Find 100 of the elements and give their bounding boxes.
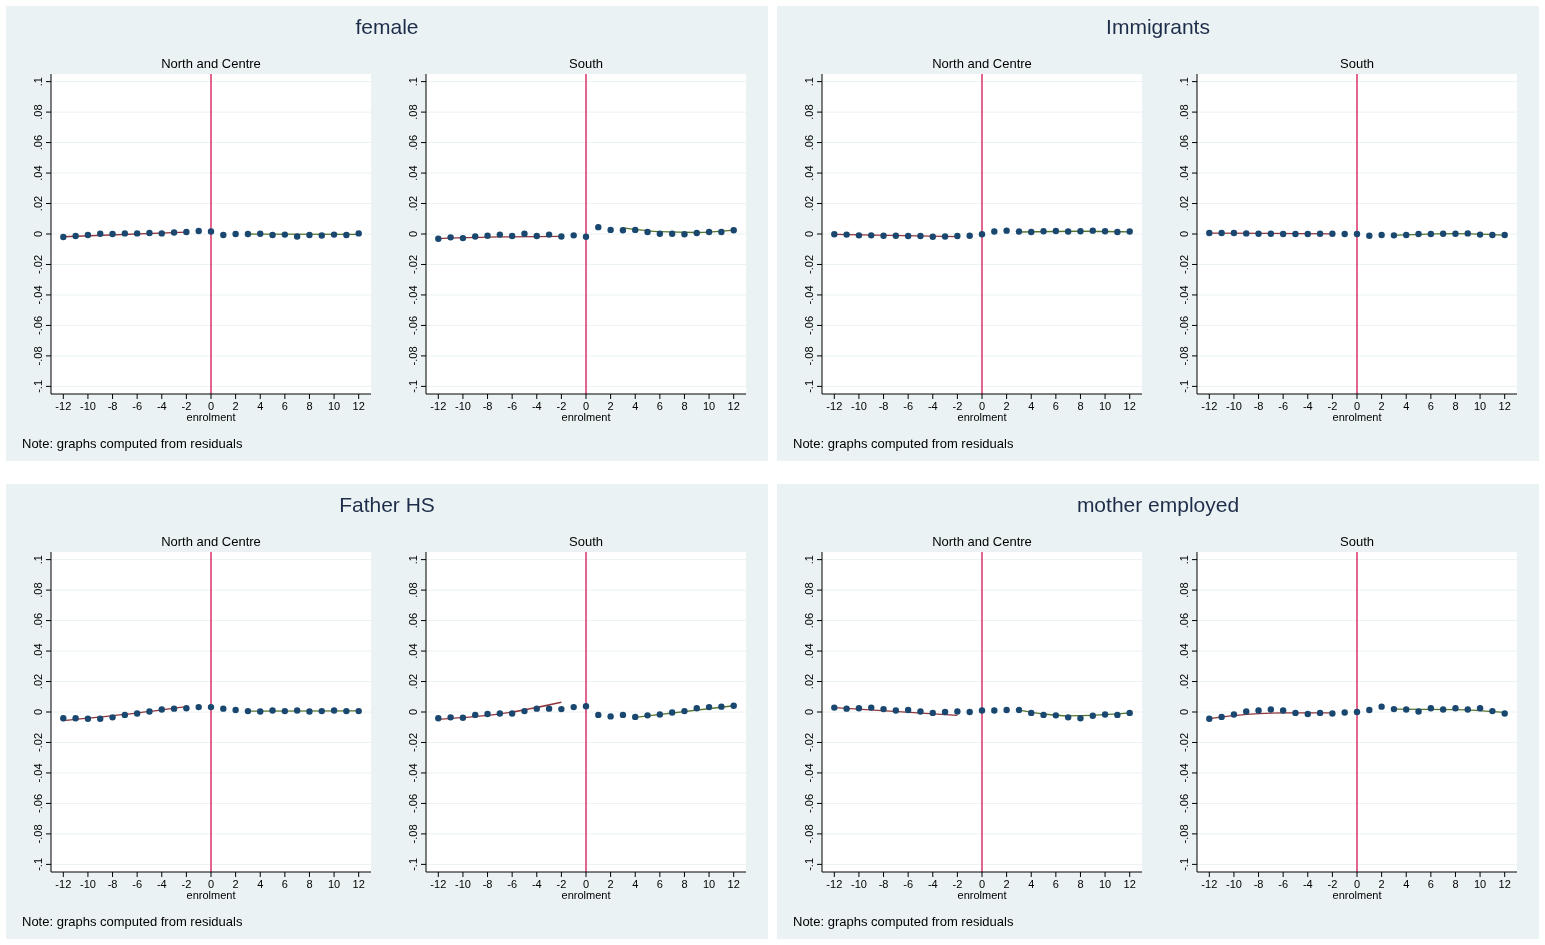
point xyxy=(1304,710,1311,718)
point xyxy=(632,713,639,721)
y-tick-label: -.08 xyxy=(32,346,44,366)
y-tick-label: -.04 xyxy=(1178,763,1190,783)
x-tick-label: -2 xyxy=(181,878,192,890)
point xyxy=(730,702,737,709)
x-tick-label: 0 xyxy=(582,400,590,412)
x-tick-label: -4 xyxy=(531,400,542,412)
x-tick-label: 6 xyxy=(1052,400,1059,412)
x-tick-label: 2 xyxy=(1003,400,1010,412)
point xyxy=(293,233,301,240)
y-tick-label: .1 xyxy=(407,77,419,87)
chart-subtitle: North and Centre xyxy=(932,56,1032,71)
point xyxy=(484,710,491,718)
x-tick-label: -2 xyxy=(952,400,963,412)
y-tick-label: .08 xyxy=(1178,582,1190,598)
x-tick-label: -4 xyxy=(156,400,167,412)
x-tick-label: -10 xyxy=(79,400,96,412)
point xyxy=(72,715,79,722)
point xyxy=(1052,227,1060,235)
point xyxy=(60,233,67,241)
point xyxy=(991,707,998,714)
point xyxy=(133,230,141,237)
point xyxy=(1230,711,1238,718)
x-tick-label: -8 xyxy=(1253,878,1264,890)
y-tick-label: -.06 xyxy=(32,793,44,813)
y-tick-label: .1 xyxy=(803,555,815,565)
point xyxy=(880,232,887,239)
point xyxy=(1243,708,1250,715)
point xyxy=(892,232,900,239)
chart-subtitle: South xyxy=(1340,534,1374,549)
point xyxy=(343,231,350,239)
y-tick-label: -.08 xyxy=(407,346,419,366)
x-axis-title: enrolment xyxy=(957,889,1007,901)
x-tick-label: -10 xyxy=(79,878,96,890)
y-tick-label: .02 xyxy=(32,195,44,212)
x-tick-label: -8 xyxy=(878,878,889,890)
point xyxy=(533,705,540,712)
y-tick-label: -.08 xyxy=(1178,824,1190,844)
y-tick-label: -.1 xyxy=(32,857,44,871)
point xyxy=(183,704,190,712)
point xyxy=(521,707,528,715)
point xyxy=(693,704,700,712)
point xyxy=(207,228,215,235)
point xyxy=(1003,706,1010,714)
point xyxy=(1052,712,1060,719)
y-tick-label: .1 xyxy=(32,555,44,565)
x-tick-label: -2 xyxy=(556,400,567,412)
point xyxy=(281,707,289,715)
chart-subtitle: North and Centre xyxy=(932,534,1032,549)
y-tick-label: .04 xyxy=(407,165,419,181)
point xyxy=(843,705,850,712)
point xyxy=(459,234,467,242)
y-tick-label: -.06 xyxy=(1178,793,1190,813)
point xyxy=(607,226,614,234)
point xyxy=(183,228,190,236)
x-axis-title: enrolment xyxy=(1332,889,1382,901)
y-tick-label: -.04 xyxy=(407,285,419,305)
x-tick-label: 4 xyxy=(1028,878,1035,890)
x-tick-label: 0 xyxy=(978,400,986,412)
point xyxy=(656,230,664,237)
point xyxy=(170,229,178,236)
point xyxy=(318,232,325,239)
y-tick-label: -.1 xyxy=(1178,857,1190,871)
y-tick-label: .08 xyxy=(803,582,815,598)
x-tick-label: 8 xyxy=(1452,400,1459,412)
chart-title: Immigrants xyxy=(1106,15,1210,38)
y-tick-label: -.02 xyxy=(407,732,419,752)
point xyxy=(941,708,949,716)
x-tick-label: -10 xyxy=(454,400,471,412)
y-tick-label: -.06 xyxy=(1178,315,1190,335)
y-tick-label: 0 xyxy=(1178,230,1190,238)
point xyxy=(1464,706,1471,713)
point xyxy=(558,233,565,240)
point xyxy=(1489,707,1496,715)
point xyxy=(1089,712,1096,720)
x-tick-label: 10 xyxy=(702,400,716,412)
point xyxy=(146,708,153,715)
point xyxy=(718,228,725,236)
point xyxy=(1279,707,1287,714)
point xyxy=(1077,228,1084,235)
y-tick-label: .08 xyxy=(803,104,815,120)
point xyxy=(355,707,362,715)
x-tick-label: -12 xyxy=(826,878,843,890)
y-tick-label: -.04 xyxy=(803,285,815,305)
point xyxy=(855,232,863,239)
y-tick-label: -.02 xyxy=(32,254,44,274)
x-tick-label: 2 xyxy=(232,878,239,890)
point xyxy=(60,715,67,722)
x-tick-label: -10 xyxy=(850,878,867,890)
point xyxy=(619,711,627,719)
point xyxy=(978,231,986,238)
point xyxy=(868,232,875,239)
y-tick-label: -.02 xyxy=(407,254,419,274)
y-tick-label: .08 xyxy=(407,582,419,598)
point xyxy=(72,232,79,240)
point xyxy=(158,230,165,237)
x-tick-label: 4 xyxy=(1403,400,1410,412)
point xyxy=(904,706,912,714)
x-tick-label: 0 xyxy=(207,400,215,412)
